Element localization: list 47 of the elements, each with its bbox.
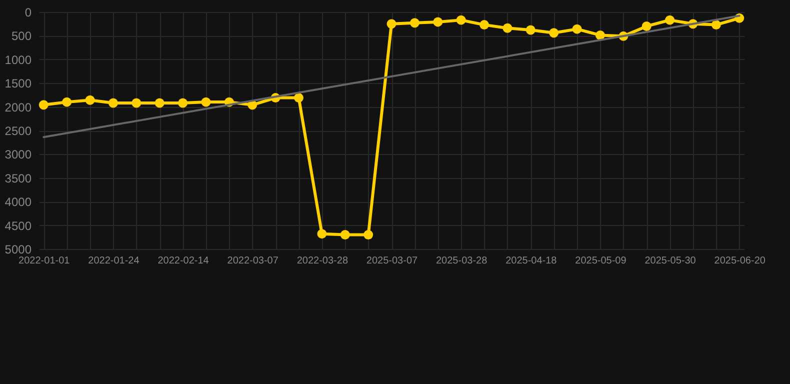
point — [132, 98, 142, 108]
point — [549, 28, 559, 38]
point — [364, 230, 374, 240]
x-tick-label: 2025-04-18 — [506, 256, 558, 266]
point — [108, 98, 118, 108]
point — [386, 19, 396, 29]
point — [711, 20, 721, 30]
y-tick-label: 3500 — [4, 171, 32, 186]
x-tick-label: 2025-05-09 — [575, 256, 627, 266]
y-tick-label: 5000 — [4, 242, 32, 256]
y-tick-label: 0 — [24, 6, 32, 20]
x-tick-label: 2022-03-07 — [227, 256, 279, 266]
y-tick-label: 500 — [11, 29, 32, 44]
point — [85, 95, 95, 105]
y-tick-label: 4000 — [4, 195, 32, 210]
point — [62, 97, 72, 107]
y-tick-label: 2000 — [4, 100, 32, 114]
y-tick-label: 3000 — [4, 148, 32, 162]
y-tick-label: 2500 — [4, 124, 32, 138]
x-tick-label: 2022-01-01 — [18, 256, 70, 266]
y-tick-label: 1500 — [4, 76, 32, 91]
x-tick-label: 2022-03-28 — [296, 256, 348, 266]
x-tick-label: 2022-01-24 — [88, 256, 140, 266]
point — [480, 20, 490, 30]
point — [38, 100, 48, 110]
point — [410, 18, 420, 28]
point — [642, 21, 652, 31]
point — [201, 97, 211, 107]
point — [502, 23, 512, 33]
point — [526, 25, 536, 35]
x-tick-label: 2025-05-30 — [644, 256, 696, 266]
y-tick-label: 4500 — [4, 218, 32, 233]
x-tick-label: 2025-03-28 — [436, 256, 488, 266]
x-tick-label: 2022-02-14 — [158, 256, 210, 266]
x-tick-label: 2025-06-20 — [714, 256, 766, 266]
x-tick-label: 2025-03-07 — [366, 256, 418, 266]
point — [340, 230, 350, 240]
point — [294, 93, 304, 103]
point — [178, 98, 188, 108]
point — [317, 229, 327, 239]
point — [665, 15, 675, 25]
point — [154, 98, 164, 108]
point — [572, 24, 582, 34]
point — [456, 15, 466, 25]
y-tick-label: 1000 — [4, 52, 32, 67]
point — [595, 30, 605, 40]
point — [433, 17, 443, 27]
